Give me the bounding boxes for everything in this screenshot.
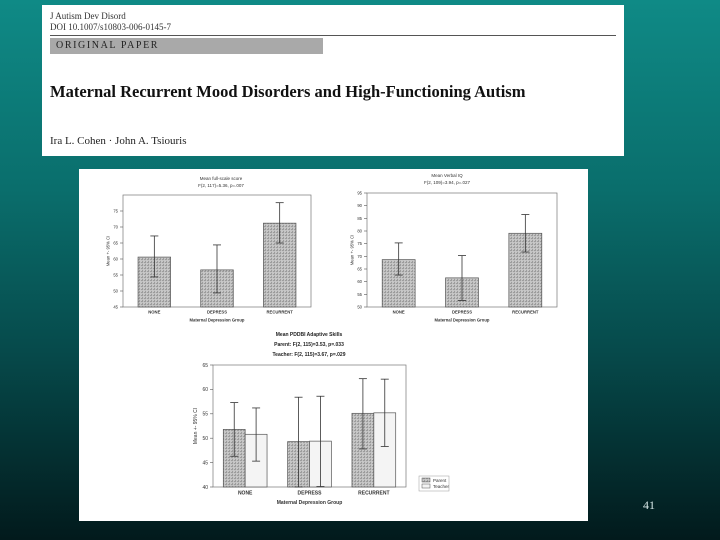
y-tick-label: 55	[202, 412, 208, 418]
y-tick-label: 70	[113, 224, 118, 229]
y-axis-label: Mean +- 95% CI	[106, 236, 111, 266]
y-tick-label: 40	[202, 485, 208, 491]
doi-line: DOI 10.1007/s10803-006-0145-7	[50, 22, 171, 32]
legend-swatch-parent	[421, 477, 431, 483]
chart-subtitle: F(2, 109)=3.94, p=.027	[424, 180, 471, 185]
y-tick-label: 80	[357, 228, 362, 233]
legend-label-teacher: Teacher	[433, 484, 450, 489]
x-axis-label: Maternal Depression Group	[435, 317, 490, 322]
chart-subtitle-line: Parent: F(2, 115)=3.53, p=.033	[274, 342, 344, 348]
y-tick-label: 50	[357, 304, 362, 309]
y-tick-label: 55	[357, 292, 362, 297]
x-tick-label: NONE	[148, 309, 160, 314]
x-tick-label: NONE	[238, 491, 253, 497]
x-tick-label: RECURRENT	[512, 309, 539, 314]
y-tick-label: 65	[113, 240, 118, 245]
y-tick-label: 45	[113, 304, 118, 309]
y-tick-label: 65	[202, 363, 208, 369]
y-tick-label: 55	[113, 272, 118, 277]
y-tick-label: 95	[357, 190, 362, 195]
figure-charts: Mean full-scale score F(2, 117)=5.36, p=.…	[106, 173, 558, 506]
y-axis-label: Mean +- 95% CI	[350, 235, 355, 265]
x-tick-label: RECURRENT	[267, 309, 294, 314]
x-tick-label: DEPRESS	[207, 309, 227, 314]
y-tick-label: 60	[113, 256, 118, 261]
journal-name: J Autism Dev Disord	[50, 11, 126, 21]
x-axis-label: Maternal Depression Group	[190, 317, 245, 322]
legend-label-parent: Parent	[433, 478, 447, 483]
y-tick-label: 45	[202, 460, 208, 466]
y-tick-label: 90	[357, 203, 362, 208]
y-tick-label: 65	[357, 266, 362, 271]
figure-panel: Mean full-scale score F(2, 117)=5.36, p=.…	[79, 169, 588, 521]
x-tick-label: DEPRESS	[452, 309, 472, 314]
x-tick-label: DEPRESS	[298, 491, 323, 497]
y-tick-label: 75	[357, 241, 362, 246]
chart-title: Mean full-scale score	[200, 176, 243, 181]
chart-title: Mean PDDBI Adaptive Skills	[276, 332, 343, 338]
y-tick-label: 50	[202, 436, 208, 442]
chart-subtitle-line: Teacher: F(2, 115)=3.67, p=.029	[272, 352, 345, 358]
y-tick-label: 85	[357, 216, 362, 221]
x-axis-label: Maternal Depression Group	[277, 500, 343, 506]
paper-authors: Ira L. Cohen · John A. Tsiouris	[50, 135, 187, 147]
chart-title: Mean Verbal IQ	[431, 173, 463, 178]
y-tick-label: 50	[113, 288, 118, 293]
y-tick-label: 75	[113, 208, 118, 213]
x-tick-label: RECURRENT	[358, 491, 389, 497]
paper-header-panel: J Autism Dev Disord DOI 10.1007/s10803-0…	[42, 5, 624, 156]
chart-subtitle: F(2, 117)=5.36, p=.007	[198, 183, 244, 188]
x-tick-label: NONE	[393, 309, 405, 314]
paper-title: Maternal Recurrent Mood Disorders and Hi…	[50, 82, 526, 101]
legend-swatch-teacher	[421, 483, 431, 489]
y-tick-label: 60	[357, 279, 362, 284]
y-tick-label: 70	[357, 254, 362, 259]
page-number: 41	[643, 498, 655, 512]
y-axis-label: Mean +- 95% CI	[193, 408, 199, 444]
header-rule	[50, 35, 616, 36]
section-label: ORIGINAL PAPER	[50, 38, 323, 54]
y-tick-label: 60	[202, 387, 208, 393]
